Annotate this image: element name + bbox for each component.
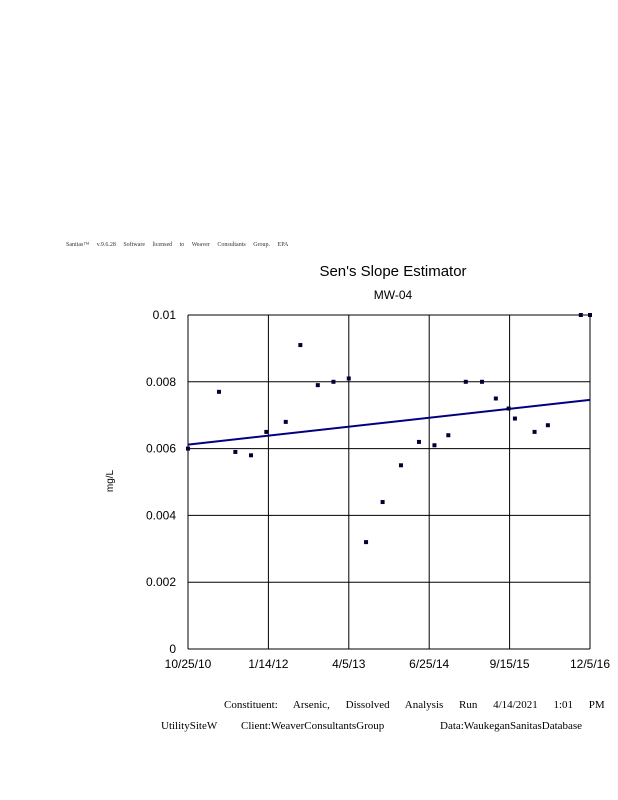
x-tick-label: 9/15/15 — [490, 657, 530, 671]
data-point — [416, 439, 421, 444]
data-point — [588, 313, 592, 317]
data-point — [463, 379, 468, 384]
y-axis-label: mg/L — [105, 469, 116, 492]
trend-line — [187, 398, 591, 446]
data-points — [186, 313, 592, 545]
data-point — [446, 433, 451, 438]
footer-client: Client:WeaverConsultantsGroup — [241, 720, 385, 732]
data-point — [298, 343, 303, 348]
data-point — [545, 423, 550, 428]
x-tick-label: 1/14/12 — [248, 657, 288, 671]
data-point — [186, 446, 190, 451]
chart-tick-labels: 0 0.002 0.004 0.006 0.008 0.01 10/25/10 1/14/12… — [146, 308, 610, 671]
data-point — [380, 500, 385, 505]
data-point — [398, 463, 403, 468]
data-point — [364, 540, 369, 545]
license-banner: Sanitas™ v.9.6.28 Software licensed to W… — [66, 242, 289, 248]
x-tick-label: 6/25/14 — [409, 657, 449, 671]
y-tick-label: 0 — [169, 642, 176, 656]
chart-title: Sen's Slope Estimator — [319, 263, 467, 280]
chart-subtitle: MW-04 — [373, 288, 413, 302]
data-point — [315, 383, 320, 388]
data-point — [532, 429, 537, 434]
data-point — [578, 313, 583, 317]
data-point — [346, 376, 351, 381]
footer-site: UtilitySiteW — [161, 720, 218, 732]
data-point — [233, 449, 238, 454]
x-tick-label: 10/25/10 — [165, 657, 212, 671]
y-tick-label: 0.006 — [146, 442, 176, 456]
data-point — [479, 379, 484, 384]
y-tick-label: 0.01 — [153, 308, 177, 322]
footer-constituent: Constituent: Arsenic, Dissolved Analysis… — [224, 699, 605, 711]
x-tick-label: 12/5/16 — [570, 657, 610, 671]
data-point — [283, 419, 288, 424]
data-point — [432, 443, 437, 448]
data-point — [512, 416, 517, 421]
data-point — [249, 453, 254, 458]
data-point — [264, 429, 269, 434]
y-tick-label: 0.008 — [146, 375, 176, 389]
trend-line-group — [187, 398, 591, 446]
y-tick-label: 0.002 — [146, 575, 176, 589]
footer-data: Data:WaukeganSanitasDatabase — [440, 720, 583, 732]
y-tick-label: 0.004 — [146, 508, 176, 522]
x-tick-label: 4/5/13 — [332, 657, 366, 671]
data-point — [331, 379, 336, 384]
data-point — [493, 396, 498, 401]
data-point — [216, 389, 221, 394]
chart-grid — [187, 314, 591, 650]
data-point — [506, 406, 511, 411]
